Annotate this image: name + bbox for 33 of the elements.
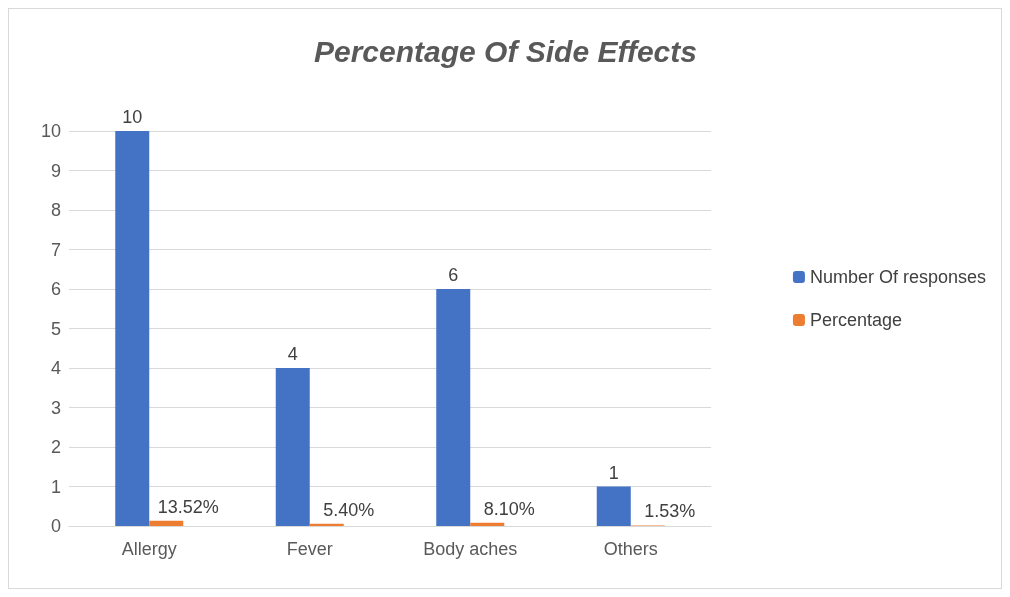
x-tick-label: Fever xyxy=(286,539,333,559)
y-tick-label: 9 xyxy=(50,160,61,181)
y-tick-label: 8 xyxy=(50,200,61,220)
y-tick-label: 10 xyxy=(40,121,61,141)
y-tick-label: 1 xyxy=(50,476,61,497)
bar xyxy=(470,522,505,526)
data-label: 10 xyxy=(122,107,143,127)
data-label: 1.53% xyxy=(644,501,696,522)
y-tick-label: 5 xyxy=(50,318,61,339)
x-tick-label: Allergy xyxy=(121,539,177,559)
y-tick-label: 3 xyxy=(50,397,61,418)
bar xyxy=(309,523,344,526)
chart-title: Percentage Of Side Effects xyxy=(314,34,697,68)
bar xyxy=(436,289,471,526)
y-tick-label: 6 xyxy=(50,279,61,299)
y-tick-label: 4 xyxy=(50,358,61,378)
data-label: 8.10% xyxy=(483,498,535,519)
y-tick-label: 0 xyxy=(50,516,61,536)
bar xyxy=(596,486,631,526)
data-label: 6 xyxy=(448,265,459,285)
bar xyxy=(149,520,184,526)
legend-label: Percentage xyxy=(809,310,903,330)
legend-label: Number Of responses xyxy=(809,267,987,287)
bar xyxy=(115,131,150,526)
data-label: 5.40% xyxy=(323,499,375,520)
x-tick-label: Others xyxy=(603,539,658,559)
bar xyxy=(275,368,310,526)
data-label: 13.52% xyxy=(157,496,219,517)
y-tick-label: 2 xyxy=(50,437,61,457)
y-tick-label: 7 xyxy=(50,239,61,260)
x-tick-label: Body aches xyxy=(423,539,518,559)
data-label: 1 xyxy=(608,462,619,483)
data-label: 4 xyxy=(287,344,298,364)
